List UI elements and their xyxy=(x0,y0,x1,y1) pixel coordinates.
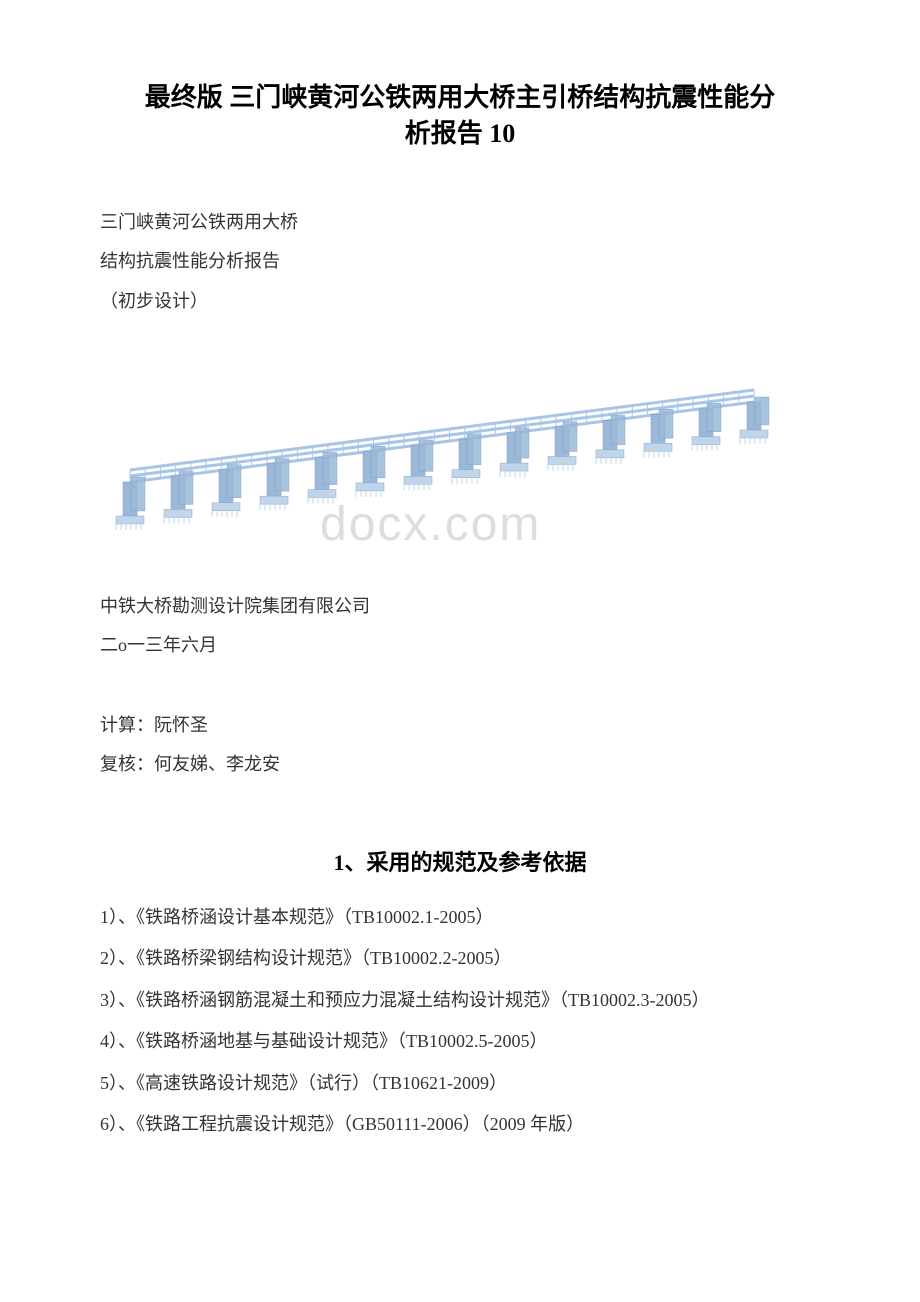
organization-date: 二o一三年六月 xyxy=(100,626,820,666)
staff-calculator: 计算：阮怀圣 xyxy=(100,706,820,746)
bridge-diagram: docx.com xyxy=(100,352,820,537)
organization-block: 中铁大桥勘测设计院集团有限公司 二o一三年六月 xyxy=(100,587,820,666)
title-line-1: 最终版 三门峡黄河公铁两用大桥主引桥结构抗震性能分 xyxy=(100,80,820,116)
bridge-svg xyxy=(100,352,820,532)
staff-reviewer: 复核：何友娣、李龙安 xyxy=(100,745,820,785)
subtitle-2: 结构抗震性能分析报告 xyxy=(100,242,820,282)
organization-name: 中铁大桥勘测设计院集团有限公司 xyxy=(100,587,820,627)
ref-item: 1）、《铁路桥涵设计基本规范》（TB10002.1-2005） xyxy=(100,897,820,938)
reference-list: 1）、《铁路桥涵设计基本规范》（TB10002.1-2005） 2）、《铁路桥梁… xyxy=(100,897,820,1145)
subtitle-1: 三门峡黄河公铁两用大桥 xyxy=(100,203,820,243)
ref-item: 6）、《铁路工程抗震设计规范》（GB50111-2006）（2009 年版） xyxy=(100,1104,820,1145)
ref-item: 4）、《铁路桥涵地基与基础设计规范》（TB10002.5-2005） xyxy=(100,1021,820,1062)
title-line-2: 析报告 10 xyxy=(100,116,820,152)
ref-item: 3）、《铁路桥涵钢筋混凝土和预应力混凝土结构设计规范》（TB10002.3-20… xyxy=(100,980,820,1021)
staff-block: 计算：阮怀圣 复核：何友娣、李龙安 xyxy=(100,706,820,785)
ref-item: 5）、《高速铁路设计规范》（试行）（TB10621-2009） xyxy=(100,1063,820,1104)
subtitle-group: 三门峡黄河公铁两用大桥 结构抗震性能分析报告 （初步设计） xyxy=(100,203,820,322)
document-title: 最终版 三门峡黄河公铁两用大桥主引桥结构抗震性能分 析报告 10 xyxy=(100,80,820,153)
section-heading: 1、采用的规范及参考依据 xyxy=(100,845,820,877)
ref-item: 2）、《铁路桥梁钢结构设计规范》（TB10002.2-2005） xyxy=(100,938,820,979)
subtitle-3: （初步设计） xyxy=(100,282,820,322)
